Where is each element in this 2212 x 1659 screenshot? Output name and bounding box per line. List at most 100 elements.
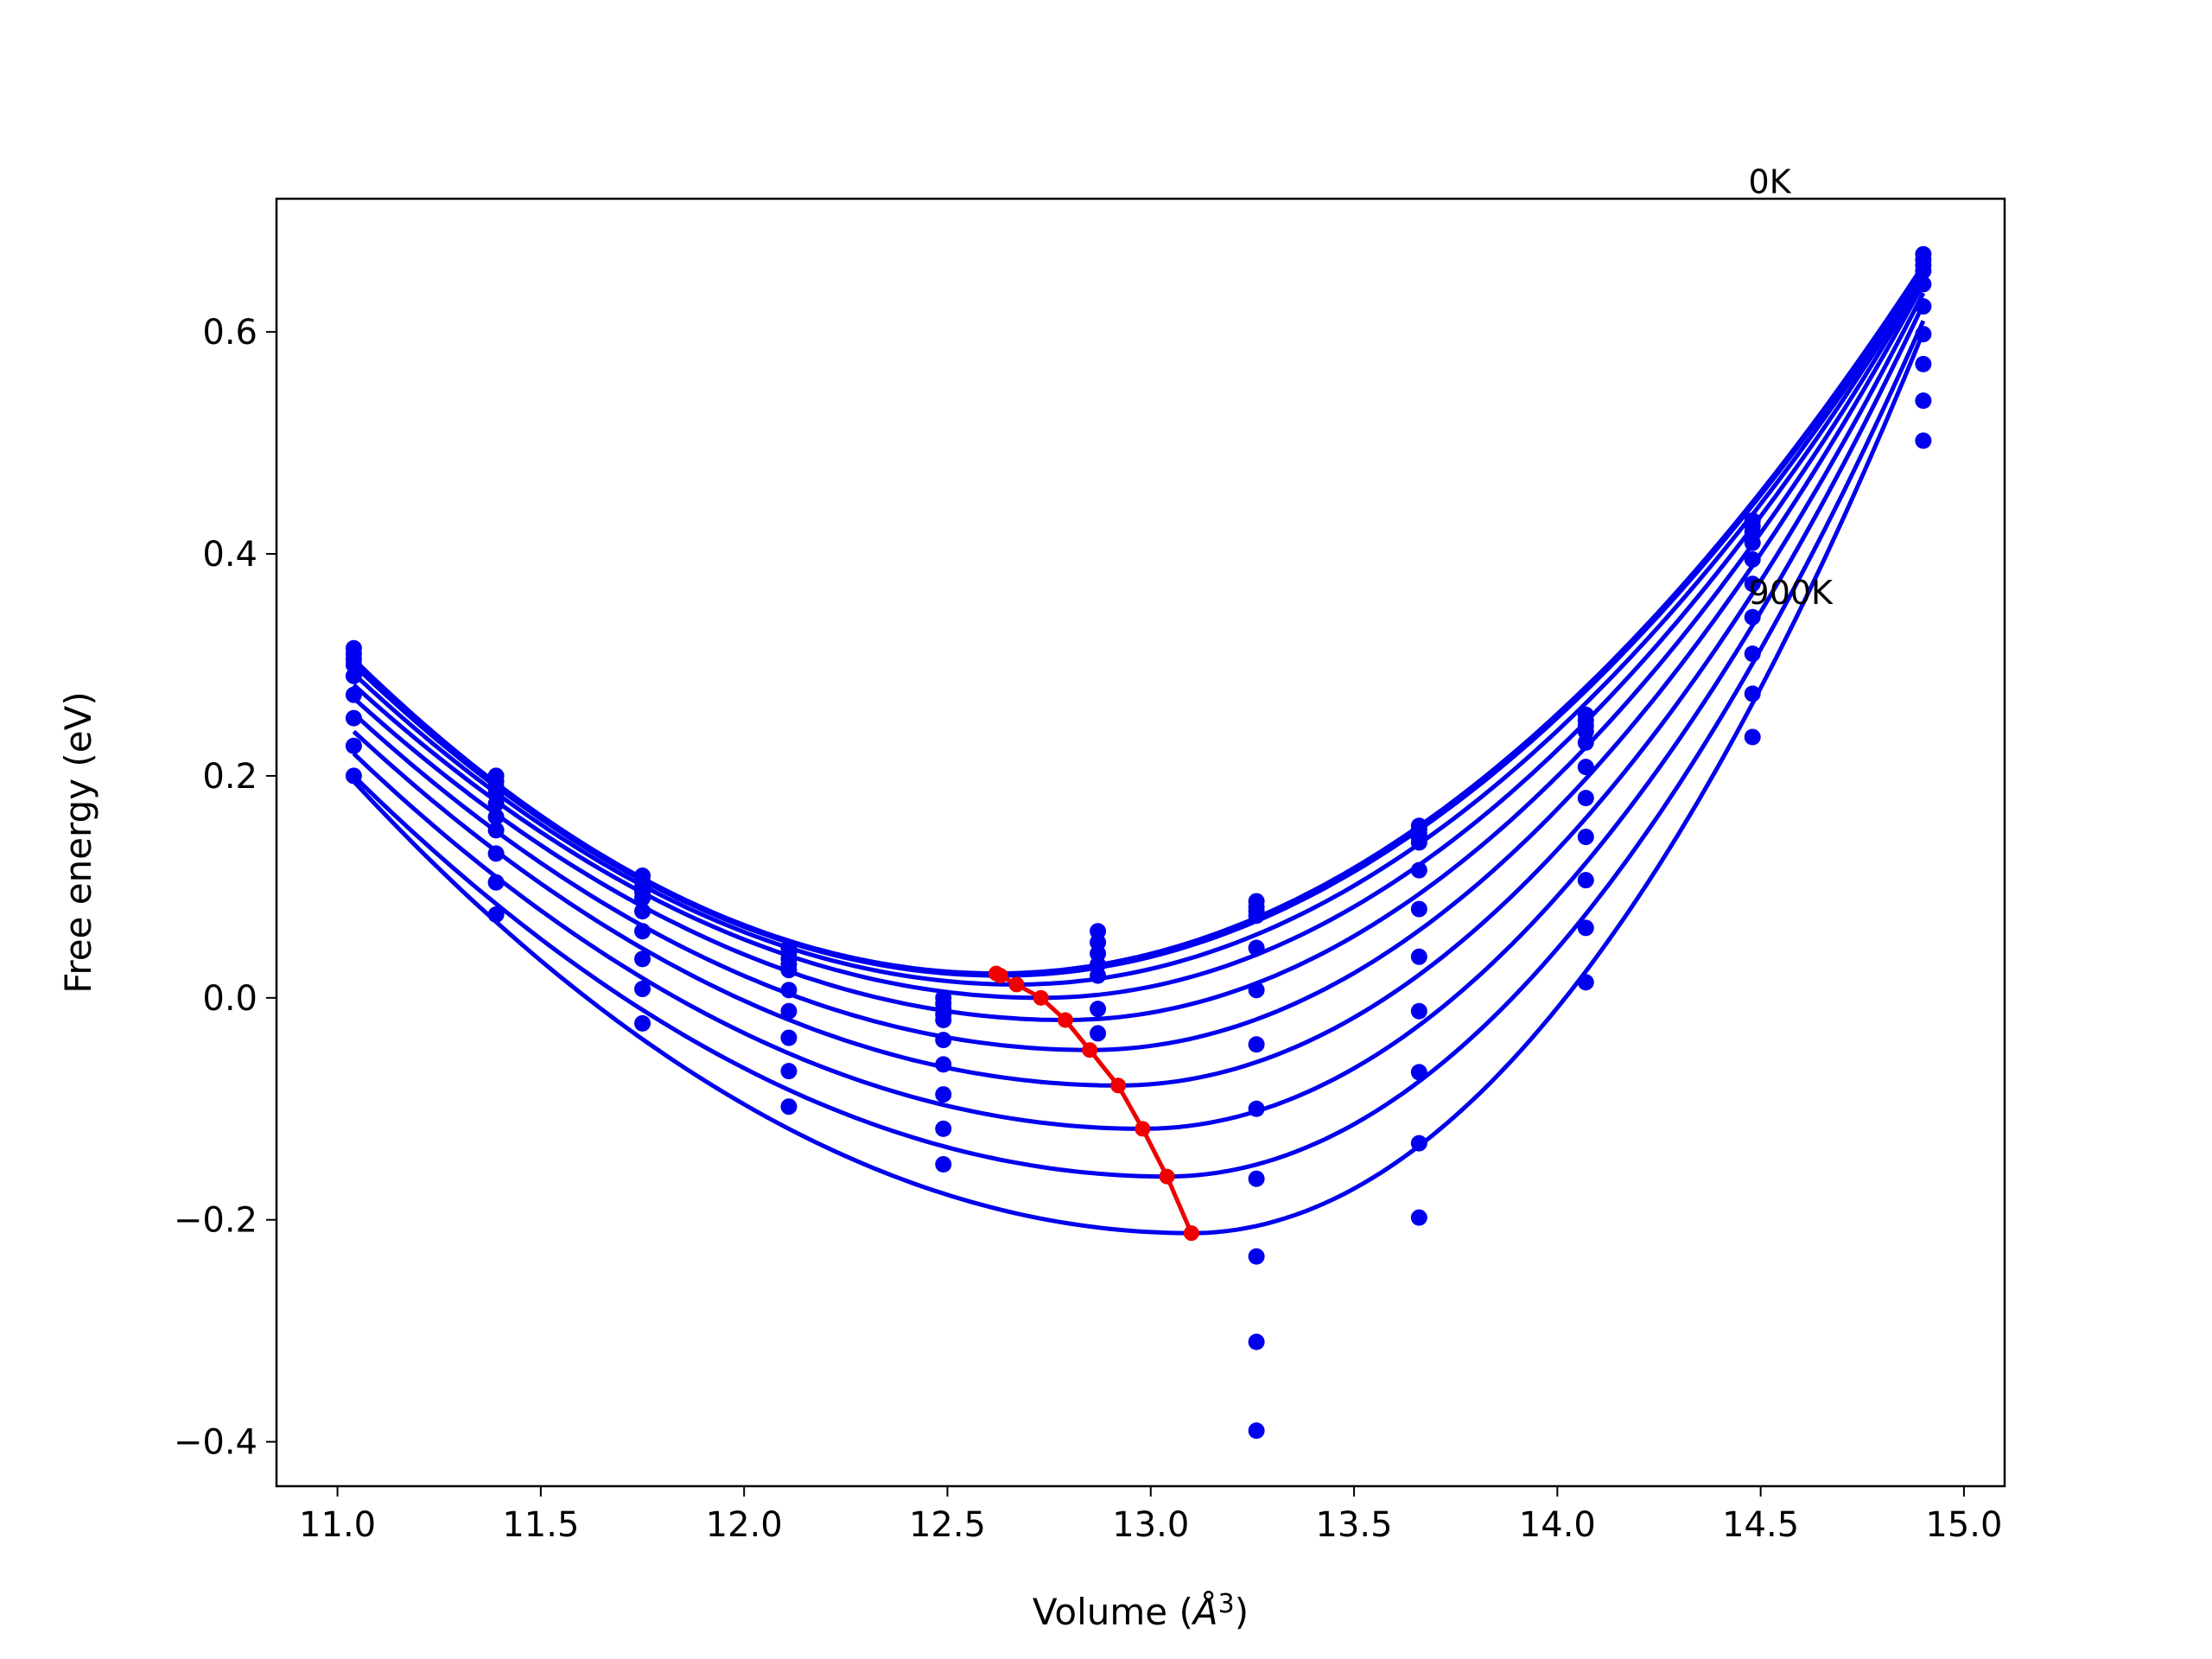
data-point: [1915, 432, 1932, 449]
data-point: [1248, 1333, 1265, 1351]
data-point: [1090, 1001, 1107, 1018]
temperature-annotation: 0K: [1749, 163, 1792, 201]
equilibrium-point: [1057, 1012, 1073, 1028]
data-point: [1090, 1025, 1107, 1042]
data-point: [780, 962, 798, 979]
equilibrium-point: [1135, 1121, 1151, 1137]
fit-curve: [352, 270, 1926, 987]
data-point: [935, 1156, 952, 1173]
temperature-annotation: 900K: [1749, 574, 1834, 612]
data-point: [634, 981, 652, 998]
equilibrium-point: [1033, 989, 1049, 1006]
fit-curve: [352, 292, 1926, 1088]
data-point: [1410, 1064, 1427, 1081]
y-axis-label: Free energy (eV): [57, 691, 99, 994]
data-point: [1915, 326, 1932, 343]
data-point: [1410, 834, 1427, 851]
y-tick-label: 0.6: [202, 313, 257, 353]
data-point: [487, 845, 505, 862]
equilibrium-line-path: [995, 971, 1194, 1235]
data-point: [487, 874, 505, 891]
x-tick-label: 14.5: [1722, 1505, 1799, 1545]
x-axis-unit: Å: [1191, 1590, 1218, 1633]
equilibrium-point: [1082, 1042, 1098, 1058]
data-point: [780, 982, 798, 999]
y-tick-label: −0.2: [174, 1201, 257, 1241]
x-axis-ticks: 11.0 11.5 12.0 12.5 13.0 13.5 14.0 14.5 15.0: [299, 1486, 2002, 1545]
data-point: [935, 1056, 952, 1073]
data-point: [1744, 550, 1761, 568]
data-point: [634, 889, 652, 906]
data-point: [1915, 262, 1932, 279]
data-point: [634, 903, 652, 920]
data-point: [1410, 1002, 1427, 1020]
data-point: [1090, 967, 1107, 984]
fit-curve: [352, 272, 1926, 1001]
data-point: [780, 1063, 798, 1080]
fit-curve: [352, 277, 1926, 1022]
fit-curve: [352, 283, 1926, 1052]
data-point: [634, 950, 652, 968]
data-point: [935, 1032, 952, 1049]
data-point: [1248, 907, 1265, 925]
data-point: [1915, 392, 1932, 410]
x-axis-label: Volume (Å3): [1033, 1589, 1249, 1633]
data-point: [1744, 645, 1761, 663]
equilibrium-point: [1110, 1077, 1127, 1094]
y-tick-label: 0.2: [202, 757, 257, 797]
data-point: [1410, 900, 1427, 918]
fit-curve: [352, 266, 1925, 978]
equilibrium-line: [988, 965, 1199, 1242]
data-point: [345, 709, 362, 727]
data-point: [1248, 1422, 1265, 1440]
data-point: [345, 667, 362, 684]
data-point: [1410, 861, 1427, 879]
data-point: [1744, 534, 1761, 551]
data-point: [1915, 276, 1932, 293]
data-point: [1577, 919, 1594, 937]
annotations: 0K 900K: [1749, 163, 1834, 612]
data-point: [1577, 872, 1594, 889]
data-point: [1744, 728, 1761, 746]
x-tick-label: 12.0: [706, 1505, 783, 1545]
equilibrium-point: [1159, 1168, 1175, 1185]
data-point: [780, 1029, 798, 1046]
data-point: [1744, 685, 1761, 702]
data-point: [1410, 948, 1427, 965]
equilibrium-point: [992, 968, 1008, 984]
data-point: [780, 1098, 798, 1116]
data-point: [1577, 829, 1594, 846]
y-tick-label: 0.0: [202, 979, 257, 1019]
data-point: [1248, 1100, 1265, 1117]
x-tick-label: 11.0: [299, 1505, 376, 1545]
data-point: [1248, 939, 1265, 957]
data-point: [1248, 1170, 1265, 1187]
fit-curves: [352, 264, 1926, 1236]
data-point: [634, 923, 652, 940]
x-tick-label: 12.5: [909, 1505, 986, 1545]
plot-frame: [275, 197, 2006, 1488]
fit-curve: [352, 331, 1926, 1236]
data-point: [935, 1086, 952, 1103]
data-point: [780, 1002, 798, 1020]
y-tick-label: −0.4: [174, 1423, 257, 1463]
data-point: [1744, 608, 1761, 626]
data-points: [345, 245, 1932, 1440]
data-point: [1577, 734, 1594, 751]
x-axis-unit-exponent: 3: [1218, 1589, 1235, 1619]
equilibrium-point: [1008, 976, 1025, 993]
x-tick-label: 13.0: [1112, 1505, 1189, 1545]
data-point: [634, 1014, 652, 1032]
x-tick-label: 13.5: [1316, 1505, 1393, 1545]
data-point: [1248, 1036, 1265, 1053]
y-tick-label: 0.4: [202, 535, 257, 575]
fit-curve: [352, 320, 1926, 1179]
data-point: [1410, 1209, 1427, 1226]
data-point: [1744, 575, 1761, 593]
data-point: [1915, 298, 1932, 315]
data-point: [1915, 355, 1932, 372]
data-point: [1577, 974, 1594, 991]
data-point: [935, 1012, 952, 1029]
